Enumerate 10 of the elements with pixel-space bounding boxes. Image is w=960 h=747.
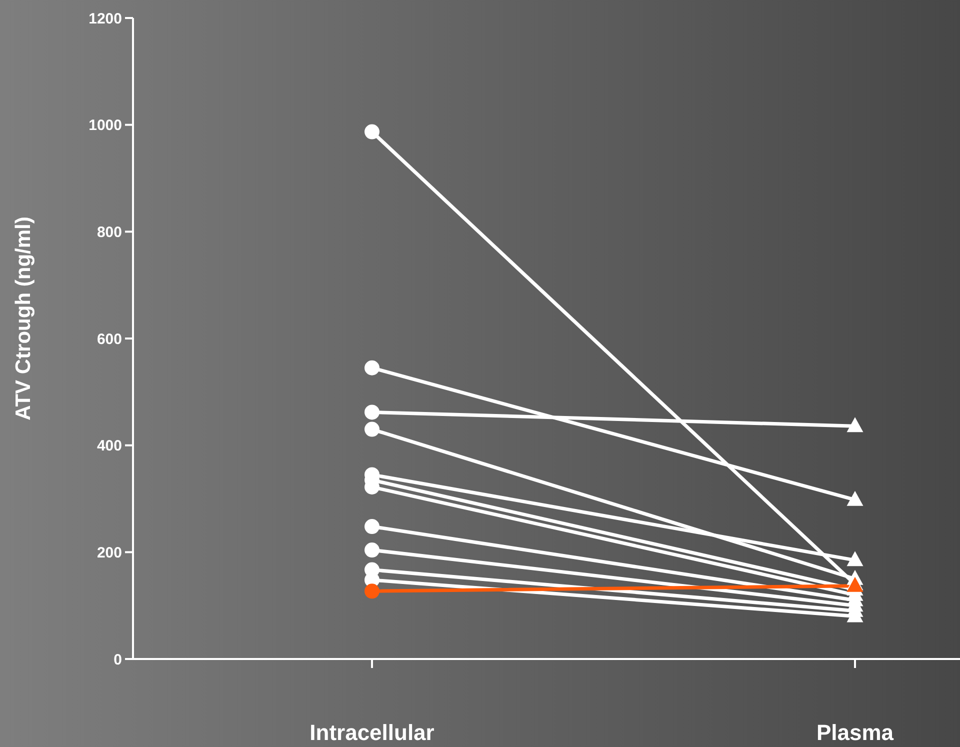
- y-tick-label: 400: [96, 438, 122, 455]
- y-tick-label: 1000: [88, 117, 122, 134]
- y-tick-label: 800: [96, 224, 122, 241]
- y-tick-label: 1200: [88, 10, 122, 28]
- y-tick-label: 200: [96, 544, 122, 562]
- y-tick-label: 0: [114, 651, 122, 668]
- x-tick-label: Intracellular: [310, 720, 435, 745]
- y-axis-title: ATV Ctrough (ng/ml): [12, 216, 35, 420]
- y-tick-label: 600: [96, 330, 122, 348]
- x-tick-label: Plasma: [816, 720, 894, 745]
